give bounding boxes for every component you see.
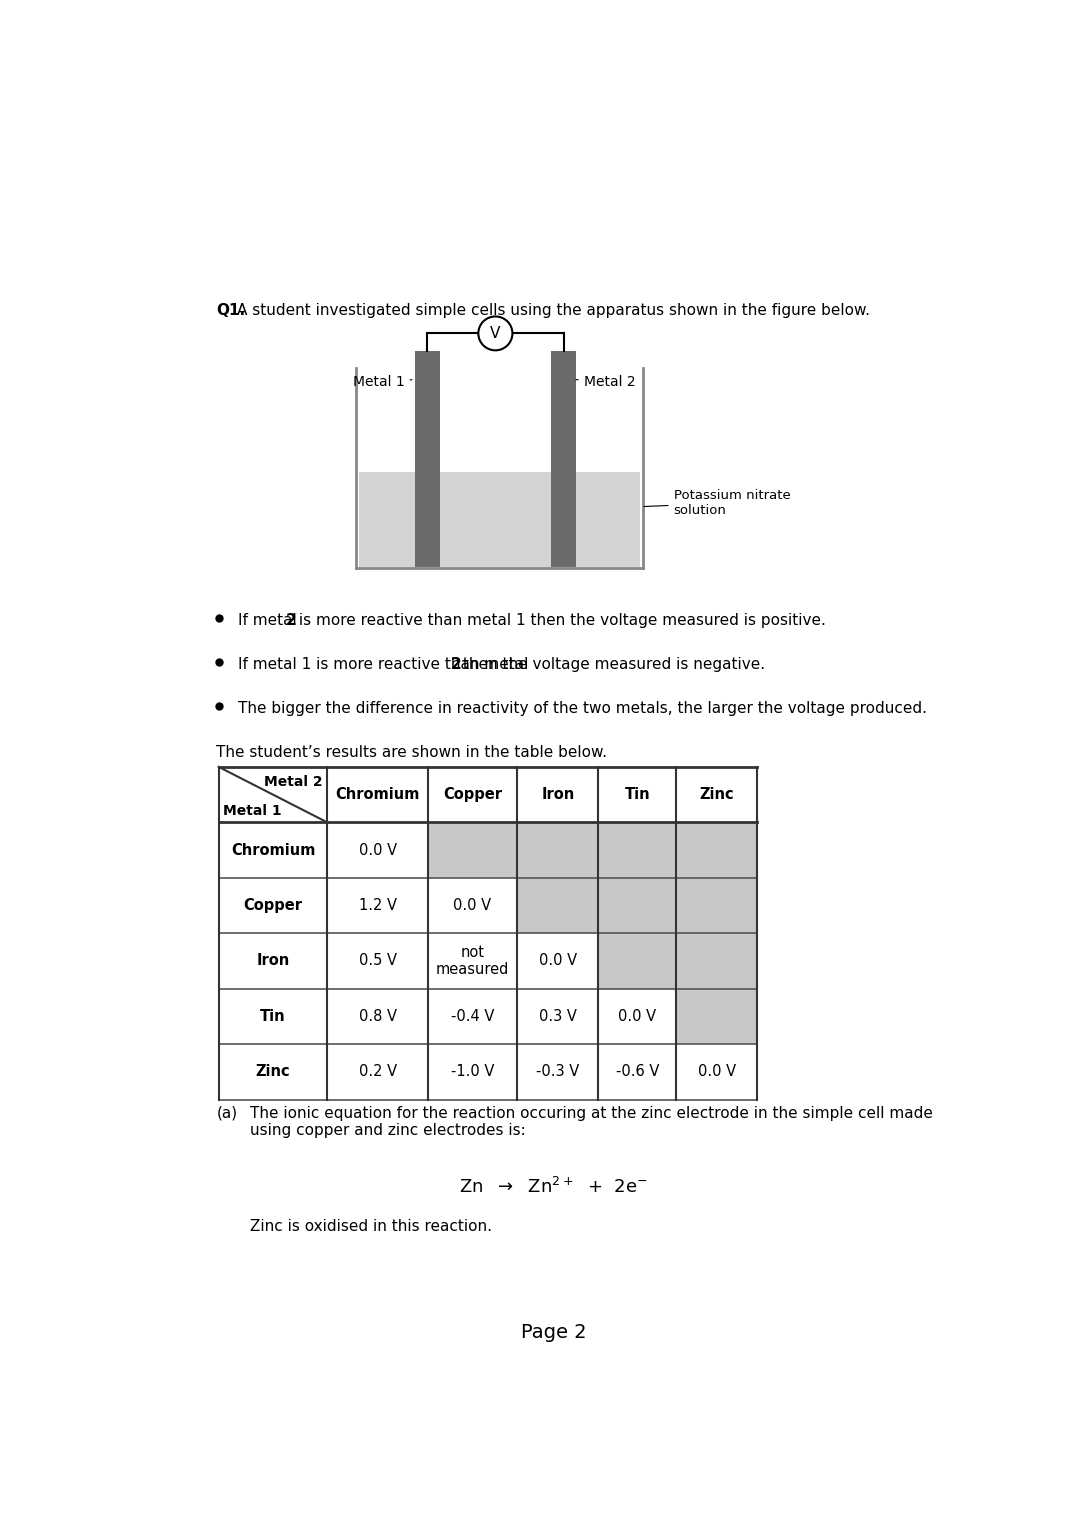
Bar — [428, 988, 517, 1044]
Bar — [676, 823, 757, 878]
Text: Zn  $\rightarrow$  Zn$^{2+}$  +  2e$^{-}$: Zn $\rightarrow$ Zn$^{2+}$ + 2e$^{-}$ — [459, 1176, 648, 1197]
Bar — [517, 823, 598, 878]
Text: Page 2: Page 2 — [521, 1322, 586, 1342]
Text: Zinc is oxidised in this reaction.: Zinc is oxidised in this reaction. — [249, 1219, 491, 1234]
Text: Q1.: Q1. — [216, 302, 245, 318]
Text: Tin: Tin — [260, 1009, 286, 1025]
Text: 2: 2 — [451, 657, 462, 672]
Text: V: V — [490, 325, 500, 341]
Bar — [598, 988, 676, 1044]
Text: 0.0 V: 0.0 V — [454, 898, 491, 913]
Text: Metal 2: Metal 2 — [264, 774, 323, 788]
Bar — [598, 823, 676, 878]
Circle shape — [478, 316, 512, 350]
Text: 0.2 V: 0.2 V — [359, 1064, 396, 1080]
Text: Iron: Iron — [256, 953, 289, 968]
Bar — [517, 933, 598, 988]
Text: -0.6 V: -0.6 V — [616, 1064, 659, 1080]
Text: Tin: Tin — [624, 786, 650, 802]
Text: is more reactive than metal 1 then the voltage measured is positive.: is more reactive than metal 1 then the v… — [294, 612, 826, 628]
Bar — [598, 933, 676, 988]
Text: 0.8 V: 0.8 V — [359, 1009, 396, 1025]
Bar — [517, 1044, 598, 1099]
Bar — [327, 767, 428, 823]
Text: Copper: Copper — [443, 786, 502, 802]
Bar — [327, 878, 428, 933]
Bar — [551, 351, 576, 567]
Text: The student’s results are shown in the table below.: The student’s results are shown in the t… — [216, 745, 607, 760]
Bar — [327, 1044, 428, 1099]
Bar — [218, 933, 327, 988]
Text: Chromium: Chromium — [231, 843, 315, 858]
Text: A student investigated simple cells using the apparatus shown in the figure belo: A student investigated simple cells usin… — [238, 302, 870, 318]
Text: Zinc: Zinc — [256, 1064, 291, 1080]
Text: 1.2 V: 1.2 V — [359, 898, 396, 913]
Text: Iron: Iron — [541, 786, 575, 802]
Text: 2: 2 — [286, 612, 297, 628]
Bar — [676, 1044, 757, 1099]
Bar — [218, 767, 327, 823]
Text: not
measured: not measured — [436, 945, 509, 977]
Text: -0.3 V: -0.3 V — [536, 1064, 579, 1080]
Bar — [218, 1044, 327, 1099]
Text: (a): (a) — [216, 1106, 238, 1121]
Bar — [327, 933, 428, 988]
Bar — [428, 878, 517, 933]
Text: The ionic equation for the reaction occuring at the zinc electrode in the simple: The ionic equation for the reaction occu… — [249, 1106, 932, 1121]
Bar — [428, 823, 517, 878]
Bar — [517, 988, 598, 1044]
Text: using copper and zinc electrodes is:: using copper and zinc electrodes is: — [249, 1122, 526, 1138]
Text: The bigger the difference in reactivity of the two metals, the larger the voltag: The bigger the difference in reactivity … — [238, 701, 927, 716]
Bar — [428, 1044, 517, 1099]
Text: Metal 2: Metal 2 — [576, 376, 635, 389]
Text: 0.0 V: 0.0 V — [618, 1009, 657, 1025]
Text: Chromium: Chromium — [336, 786, 420, 802]
Bar — [676, 878, 757, 933]
Text: 0.5 V: 0.5 V — [359, 953, 396, 968]
Text: 0.0 V: 0.0 V — [359, 843, 396, 858]
Bar — [517, 878, 598, 933]
Text: Copper: Copper — [243, 898, 302, 913]
Text: Metal 1: Metal 1 — [353, 376, 411, 389]
Bar — [598, 1044, 676, 1099]
Bar — [676, 988, 757, 1044]
Text: 0.3 V: 0.3 V — [539, 1009, 577, 1025]
Bar — [218, 823, 327, 878]
Bar — [598, 767, 676, 823]
Text: If metal: If metal — [238, 612, 301, 628]
Text: then the voltage measured is negative.: then the voltage measured is negative. — [458, 657, 766, 672]
Bar — [428, 767, 517, 823]
Bar — [517, 767, 598, 823]
Bar — [415, 351, 440, 567]
Bar — [218, 878, 327, 933]
Text: Zinc: Zinc — [700, 786, 734, 802]
Text: 0.0 V: 0.0 V — [539, 953, 577, 968]
Bar — [327, 988, 428, 1044]
Text: -1.0 V: -1.0 V — [450, 1064, 495, 1080]
Bar — [428, 933, 517, 988]
Bar — [218, 988, 327, 1044]
Text: -0.4 V: -0.4 V — [450, 1009, 495, 1025]
Bar — [598, 878, 676, 933]
Text: Metal 1: Metal 1 — [224, 803, 282, 818]
Bar — [676, 767, 757, 823]
Bar — [327, 823, 428, 878]
Text: 0.0 V: 0.0 V — [698, 1064, 735, 1080]
Text: Potassium nitrate
solution: Potassium nitrate solution — [644, 489, 791, 516]
Bar — [676, 933, 757, 988]
Bar — [359, 472, 639, 567]
Text: If metal 1 is more reactive than metal: If metal 1 is more reactive than metal — [238, 657, 534, 672]
